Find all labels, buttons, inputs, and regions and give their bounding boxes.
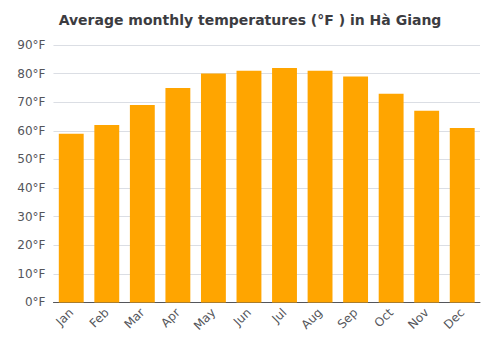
svg-text:60°F: 60°F <box>17 124 45 138</box>
svg-text:May: May <box>191 306 218 333</box>
svg-text:Jun: Jun <box>230 306 254 330</box>
svg-text:30°F: 30°F <box>17 210 45 224</box>
svg-text:20°F: 20°F <box>17 238 45 252</box>
svg-text:80°F: 80°F <box>17 67 45 81</box>
svg-text:Nov: Nov <box>405 306 431 332</box>
svg-text:70°F: 70°F <box>17 95 45 109</box>
svg-text:Average monthly temperatures (: Average monthly temperatures (°F ) in Hà… <box>59 12 442 28</box>
svg-text:0°F: 0°F <box>25 295 46 309</box>
svg-text:90°F: 90°F <box>17 38 45 52</box>
svg-text:Oct: Oct <box>372 305 397 330</box>
svg-text:Jan: Jan <box>53 306 77 330</box>
svg-text:Dec: Dec <box>441 306 467 332</box>
svg-text:Sep: Sep <box>335 306 361 332</box>
svg-text:50°F: 50°F <box>17 152 45 166</box>
svg-text:40°F: 40°F <box>17 181 45 195</box>
svg-text:Feb: Feb <box>87 306 112 331</box>
svg-text:Jul: Jul <box>269 306 290 327</box>
svg-text:Aug: Aug <box>299 306 325 332</box>
svg-text:Mar: Mar <box>121 305 147 331</box>
svg-text:10°F: 10°F <box>17 267 45 281</box>
svg-text:Apr: Apr <box>158 305 183 330</box>
